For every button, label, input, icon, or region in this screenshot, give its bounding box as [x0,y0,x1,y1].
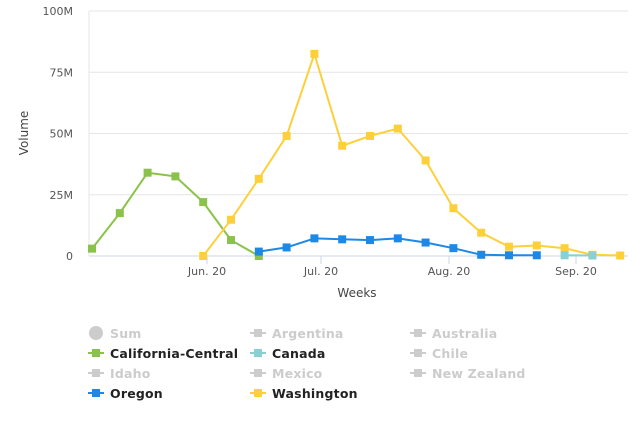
legend-item-oregon[interactable]: Oregon [88,383,163,403]
data-point-oregon [338,235,347,244]
legend-item-canada[interactable]: Canada [250,343,326,363]
x-tick-label: Aug. 20 [428,265,470,278]
data-point-oregon [366,236,374,245]
legend-label: Australia [432,325,498,341]
y-tick-label: 100M [43,5,74,18]
data-point-washington [199,252,208,260]
legend-label: California-Central [110,345,239,361]
series-line-washington [202,52,621,257]
legend-line-square-icon [250,326,266,340]
legend-line-square-icon [410,326,426,340]
data-point-california-central [115,209,124,218]
data-point-oregon [310,234,319,243]
x-tick-label: Jun. 20 [187,265,226,278]
data-point-california-central [199,198,208,207]
data-point-oregon [254,247,263,256]
legend-label: Idaho [110,365,151,381]
data-point-canada [560,251,569,260]
legend-label: Canada [272,345,326,361]
legend-line-square-icon [250,366,266,380]
data-point-california-central [254,252,263,260]
x-tick-label: Jul. 20 [303,265,338,278]
data-point-washington [393,124,402,133]
axes: 0 25M 50M 75M 100M Jun. 20 Jul. 20 Aug. 20 Sep. … [43,5,597,278]
legend-item-new-zealand[interactable]: New Zealand [410,363,526,383]
y-axis-title: Volume [17,111,31,156]
y-tick-label: 75M [50,66,74,79]
legend-item-argentina[interactable]: Argentina [250,323,344,343]
data-point-oregon [449,244,458,253]
legend-item-australia[interactable]: Australia [410,323,497,343]
data-point-oregon [421,238,430,247]
data-point-washington [477,228,486,237]
legend-label: Washington [272,385,358,401]
data-point-oregon [477,250,486,259]
data-point-oregon [393,234,402,243]
data-point-washington [227,215,235,224]
legend-item-mexico[interactable]: Mexico [250,363,322,383]
data-point-oregon [282,243,291,252]
legend-item-chile[interactable]: Chile [410,343,468,363]
data-point-washington [449,204,458,213]
legend-line-square-icon [88,346,104,360]
legend-line-square-icon [88,366,104,380]
x-tick-label: Sep. 20 [555,265,597,278]
data-point-washington [310,49,319,58]
legend-item-california-central[interactable]: California-Central [88,343,238,363]
legend-item-washington[interactable]: Washington [250,383,358,403]
legend-line-square-icon [88,386,104,400]
data-point-oregon [532,251,541,260]
legend-line-square-icon [410,346,426,360]
data-point-oregon [505,251,513,260]
data-point-washington [366,131,374,140]
y-tick-label: 0 [66,250,73,263]
data-point-california-central [88,244,96,253]
data-point-california-central [171,172,180,181]
legend-circle-icon [88,326,104,340]
y-tick-label: 25M [50,189,74,202]
legend-label: Mexico [272,365,323,381]
legend: Sum Argentina Australia California-Centr… [88,323,628,423]
legend-line-square-icon [250,346,266,360]
line-chart: 0 25M 50M 75M 100M Jun. 20 Jul. 20 Aug. 20 Sep. … [17,5,628,300]
data-point-california-central [143,168,152,177]
data-point-washington [421,156,430,165]
legend-line-square-icon [250,386,266,400]
data-point-washington [338,141,347,150]
legend-item-sum[interactable]: Sum [88,323,142,343]
x-axis-title: Weeks [337,286,376,300]
legend-label: Chile [432,345,469,361]
legend-label: Argentina [272,325,344,341]
legend-item-idaho[interactable]: Idaho [88,363,151,383]
data-point-washington [532,241,541,250]
gridlines [89,10,628,257]
data-point-washington [560,244,569,253]
data-point-california-central [227,236,235,245]
data-point-canada [588,251,597,260]
data-point-washington [505,242,513,251]
legend-label: Oregon [110,385,163,401]
legend-label: Sum [110,325,142,341]
data-point-washington [282,131,291,140]
series-group [88,49,625,260]
y-tick-label: 50M [50,128,74,141]
data-point-washington [254,174,263,183]
legend-label: New Zealand [432,365,526,381]
data-point-washington [616,251,625,260]
legend-line-square-icon [410,366,426,380]
